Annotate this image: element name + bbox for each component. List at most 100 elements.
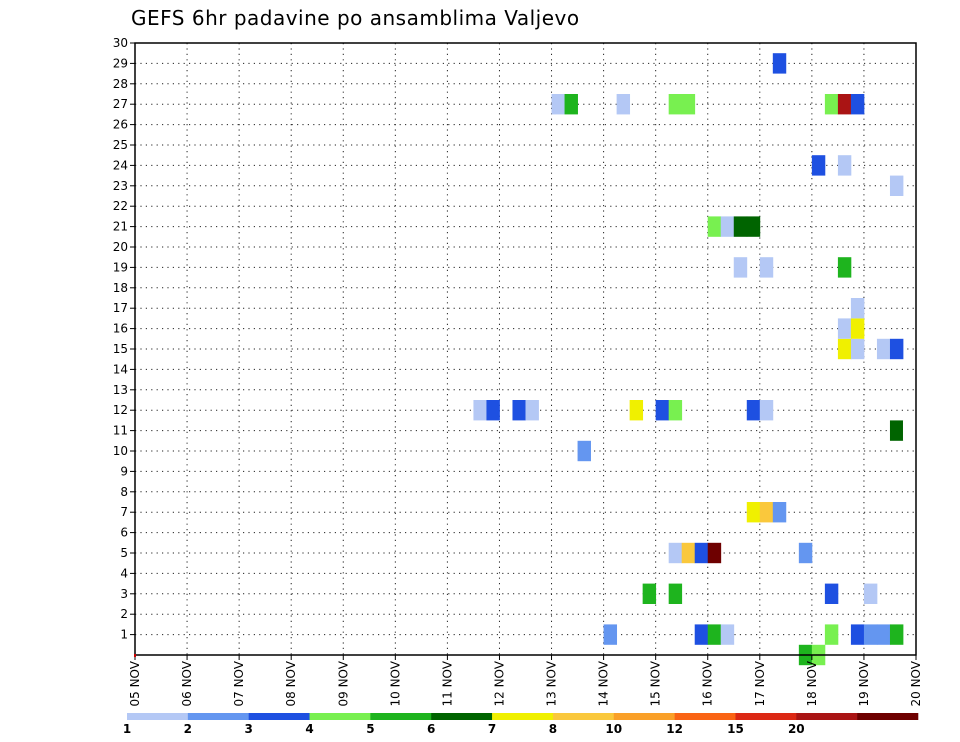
y-tick-label: 8: [120, 485, 128, 499]
heatmap-cell: [798, 542, 813, 564]
y-tick-label: 27: [113, 97, 128, 111]
heatmap-cell: [525, 400, 539, 421]
colorbar-label: 4: [305, 722, 313, 736]
colorbar-segment: [492, 713, 554, 720]
x-tick-label: 08 NOV: [284, 660, 298, 706]
heatmap-cell: [668, 583, 683, 604]
heatmap-cell: [616, 94, 631, 115]
y-tick-label: 22: [113, 199, 128, 213]
heatmap-cell: [759, 400, 774, 421]
y-tick-label: 13: [113, 383, 128, 397]
heatmap-cell: [837, 94, 852, 115]
y-tick-label: 24: [113, 158, 128, 172]
heatmap-cell: [642, 583, 657, 604]
heatmap-cell: [850, 624, 865, 645]
heatmap-cell: [772, 502, 787, 523]
colorbar-segment: [857, 713, 919, 720]
heatmap-cell: [876, 624, 891, 645]
heatmap-cell: [473, 400, 487, 421]
heatmap-cell: [733, 257, 748, 278]
heatmap-cell: [902, 420, 917, 441]
heatmap-cell: [564, 94, 578, 115]
y-tick-label: 17: [113, 301, 128, 315]
heatmap-cell: [707, 216, 722, 237]
colorbar-label: 3: [245, 722, 253, 736]
heatmap-cell: [850, 338, 865, 360]
heatmap-cell: [720, 216, 735, 237]
x-tick-label: 16 NOV: [701, 660, 715, 706]
colorbar-segment: [127, 713, 189, 720]
y-tick-label: 4: [120, 566, 128, 580]
heatmap-cell: [746, 502, 761, 523]
heatmap-cell: [707, 624, 722, 645]
colorbar-segment: [370, 713, 432, 720]
heatmap-cell: [863, 624, 878, 645]
heatmap-cell: [551, 94, 565, 115]
heatmap-cell: [889, 338, 904, 360]
heatmap-cell: [694, 542, 709, 564]
y-tick-label: 30: [113, 36, 128, 50]
y-tick-label: 1: [120, 628, 128, 642]
y-tick-label: 6: [120, 526, 128, 540]
heatmap-cell: [850, 298, 865, 319]
y-tick-label: 14: [113, 362, 128, 376]
heatmap-cell: [668, 542, 683, 564]
y-tick-label: 19: [113, 260, 128, 274]
colorbar-label: 12: [666, 722, 683, 736]
heatmap-cell: [720, 624, 735, 645]
heatmap-cell: [668, 400, 683, 421]
colorbar-segment: [552, 713, 615, 720]
y-tick-label: 15: [113, 342, 128, 356]
heatmap-cell: [824, 94, 839, 115]
heatmap-cell: [577, 440, 591, 462]
y-tick-label: 26: [113, 118, 128, 132]
y-tick-label: 2: [120, 607, 128, 621]
x-tick-label: 14 NOV: [597, 660, 611, 706]
heatmap-cell: [824, 583, 839, 604]
x-tick-label: 13 NOV: [545, 660, 559, 706]
heatmap-cell: [837, 318, 852, 339]
heatmap-cell: [889, 420, 904, 441]
colorbar-segment: [309, 713, 371, 720]
chart-title: GEFS 6hr padavine po ansamblima Valjevo: [131, 6, 580, 30]
x-tick-label: 06 NOV: [180, 660, 194, 706]
colorbar-label: 6: [427, 722, 435, 736]
y-tick-label: 18: [113, 281, 128, 295]
heatmap-cell: [629, 400, 644, 421]
y-tick-label: 7: [120, 505, 128, 519]
heatmap-cell: [889, 175, 904, 196]
x-tick-label: 19 NOV: [857, 660, 871, 706]
heatmap-cell: [603, 624, 618, 645]
heatmap-cell: [837, 338, 852, 360]
heatmap-cell: [837, 155, 852, 176]
y-tick-label: 11: [113, 424, 128, 438]
colorbar-segment: [674, 713, 736, 720]
y-tick-label: 5: [120, 546, 128, 560]
y-tick-label: 9: [120, 464, 128, 478]
colorbar-segment: [187, 713, 249, 720]
y-tick-label: 20: [113, 240, 128, 254]
x-tick-label: 12 NOV: [492, 660, 506, 706]
y-tick-label: 21: [113, 220, 128, 234]
heatmap-cell: [707, 542, 722, 564]
heatmap-cell: [824, 624, 839, 645]
colorbar-segment: [431, 713, 493, 720]
heatmap-cell: [876, 338, 891, 360]
x-tick-label: 20 NOV: [909, 660, 923, 706]
heatmap-cell: [746, 216, 761, 237]
y-tick-label: 25: [113, 138, 128, 152]
heatmap-cell: [772, 53, 787, 74]
heatmap-cell: [746, 400, 761, 421]
y-tick-label: 12: [113, 403, 128, 417]
colorbar-label: 5: [366, 722, 374, 736]
x-tick-label: 17 NOV: [753, 660, 767, 706]
heatmap-cell: [694, 624, 709, 645]
colorbar-label: 1: [123, 722, 131, 736]
heatmap-cell: [850, 94, 865, 115]
heatmap-cell: [837, 257, 852, 278]
y-tick-label: 16: [113, 322, 128, 336]
colorbar-segment: [796, 713, 858, 720]
x-tick-label: 05 NOV: [128, 660, 142, 706]
colorbar-label: 2: [184, 722, 192, 736]
